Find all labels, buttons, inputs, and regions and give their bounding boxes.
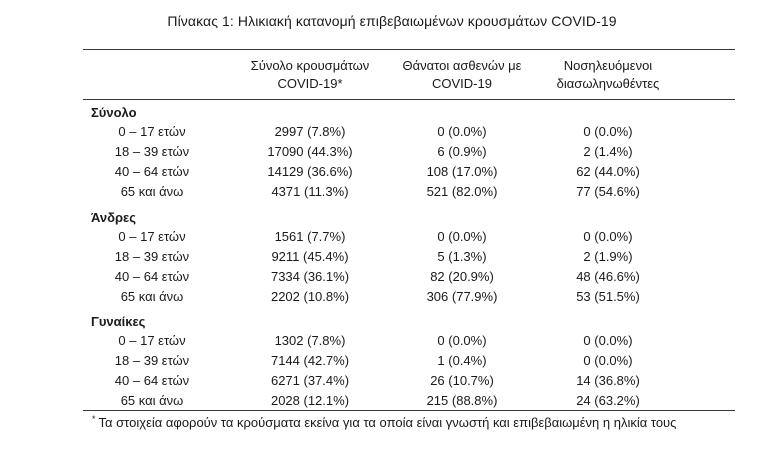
age-cell: 40 – 64 ετών xyxy=(114,269,190,284)
deaths-cell: 306 (77.9%) xyxy=(426,289,498,304)
table-row: 40 – 64 ετών 7334 (36.1%) 82 (20.9%) 48 … xyxy=(0,269,784,288)
footnote-marker: * xyxy=(92,414,96,424)
age-cell: 18 – 39 ετών xyxy=(114,353,190,368)
intubated-cell: 77 (54.6%) xyxy=(576,184,640,199)
deaths-cell: 521 (82.0%) xyxy=(426,184,498,199)
table-row: 0 – 17 ετών 2997 (7.8%) 0 (0.0%) 0 (0.0%… xyxy=(0,124,784,143)
column-header-total-cases: Σύνολο κρουσμάτων COVID-19* xyxy=(232,57,388,93)
intubated-cell: 2 (1.9%) xyxy=(583,249,633,264)
table-row: 40 – 64 ετών 6271 (37.4%) 26 (10.7%) 14 … xyxy=(0,373,784,392)
table-row: 18 – 39 ετών 17090 (44.3%) 6 (0.9%) 2 (1… xyxy=(0,144,784,163)
deaths-cell: 82 (20.9%) xyxy=(430,269,494,284)
table-row: 40 – 64 ετών 14129 (36.6%) 108 (17.0%) 6… xyxy=(0,164,784,183)
table-bottom-rule xyxy=(83,410,735,411)
age-cell: 65 και άνω xyxy=(120,289,184,304)
intubated-cell: 0 (0.0%) xyxy=(583,353,633,368)
intubated-cell: 14 (36.8%) xyxy=(576,373,640,388)
cases-cell: 17090 (44.3%) xyxy=(267,144,353,159)
cases-cell: 4371 (11.3%) xyxy=(271,184,349,199)
table-row: 0 – 17 ετών 1302 (7.8%) 0 (0.0%) 0 (0.0%… xyxy=(0,333,784,352)
age-cell: 65 και άνω xyxy=(120,393,184,408)
intubated-cell: 0 (0.0%) xyxy=(583,229,633,244)
age-cell: 0 – 17 ετών xyxy=(118,124,186,139)
group-label-men: Άνδρες xyxy=(91,210,136,225)
group-label-total: Σύνολο xyxy=(91,105,137,120)
table-row: 65 και άνω 2202 (10.8%) 306 (77.9%) 53 (… xyxy=(0,289,784,308)
table-title: Πίνακας 1: Ηλικιακή κατανομή επιβεβαιωμέ… xyxy=(167,13,617,29)
footnote-text: Τα στοιχεία αφορούν τα κρούσματα εκείνα … xyxy=(98,415,677,430)
deaths-cell: 0 (0.0%) xyxy=(437,229,487,244)
table-row: 18 – 39 ετών 9211 (45.4%) 5 (1.3%) 2 (1.… xyxy=(0,249,784,268)
column-header-intubated: Νοσηλευόμενοι διασωληνωθέντες xyxy=(528,57,688,93)
column-header-line: COVID-19 xyxy=(432,76,492,91)
deaths-cell: 1 (0.4%) xyxy=(437,353,487,368)
cases-cell: 7144 (42.7%) xyxy=(270,353,350,368)
table-top-rule xyxy=(83,49,735,50)
age-cell: 0 – 17 ετών xyxy=(118,333,186,348)
table-header-rule xyxy=(83,99,735,100)
deaths-cell: 108 (17.0%) xyxy=(426,164,498,179)
age-cell: 40 – 64 ετών xyxy=(114,373,190,388)
intubated-cell: 0 (0.0%) xyxy=(583,333,633,348)
deaths-cell: 215 (88.8%) xyxy=(426,393,498,408)
group-label-women: Γυναίκες xyxy=(91,314,146,329)
table-row: 65 και άνω 2028 (12.1%) 215 (88.8%) 24 (… xyxy=(0,393,784,412)
column-header-line: Σύνολο κρουσμάτων xyxy=(250,58,370,73)
cases-cell: 14129 (36.6%) xyxy=(267,164,353,179)
cases-cell: 2202 (10.8%) xyxy=(270,289,350,304)
cases-cell: 6271 (37.4%) xyxy=(270,373,350,388)
deaths-cell: 6 (0.9%) xyxy=(437,144,487,159)
table-row: 0 – 17 ετών 1561 (7.7%) 0 (0.0%) 0 (0.0%… xyxy=(0,229,784,248)
intubated-cell: 53 (51.5%) xyxy=(576,289,640,304)
intubated-cell: 62 (44.0%) xyxy=(576,164,640,179)
column-header-line: Νοσηλευόμενοι xyxy=(563,58,653,73)
cases-cell: 7334 (36.1%) xyxy=(270,269,350,284)
column-header-line: Θάνατοι ασθενών με xyxy=(402,58,522,73)
intubated-cell: 0 (0.0%) xyxy=(583,124,633,139)
intubated-cell: 48 (46.6%) xyxy=(576,269,640,284)
intubated-cell: 2 (1.4%) xyxy=(583,144,633,159)
cases-cell: 9211 (45.4%) xyxy=(271,249,349,264)
age-cell: 0 – 17 ετών xyxy=(118,229,186,244)
age-cell: 18 – 39 ετών xyxy=(114,249,190,264)
cases-cell: 1302 (7.8%) xyxy=(274,333,346,348)
deaths-cell: 0 (0.0%) xyxy=(437,333,487,348)
age-cell: 65 και άνω xyxy=(120,184,184,199)
deaths-cell: 26 (10.7%) xyxy=(430,373,494,388)
age-cell: 40 – 64 ετών xyxy=(114,164,190,179)
column-header-line: COVID-19* xyxy=(277,76,343,91)
cases-cell: 2997 (7.8%) xyxy=(274,124,346,139)
column-header-deaths: Θάνατοι ασθενών με COVID-19 xyxy=(382,57,542,93)
table-row: 65 και άνω 4371 (11.3%) 521 (82.0%) 77 (… xyxy=(0,184,784,203)
deaths-cell: 5 (1.3%) xyxy=(437,249,487,264)
table-row: 18 – 39 ετών 7144 (42.7%) 1 (0.4%) 0 (0.… xyxy=(0,353,784,372)
deaths-cell: 0 (0.0%) xyxy=(437,124,487,139)
cases-cell: 2028 (12.1%) xyxy=(270,393,350,408)
column-header-line: διασωληνωθέντες xyxy=(556,76,660,91)
age-cell: 18 – 39 ετών xyxy=(114,144,190,159)
intubated-cell: 24 (63.2%) xyxy=(576,393,640,408)
cases-cell: 1561 (7.7%) xyxy=(274,229,346,244)
footnote: * Τα στοιχεία αφορούν τα κρούσματα εκείνα… xyxy=(92,414,676,430)
